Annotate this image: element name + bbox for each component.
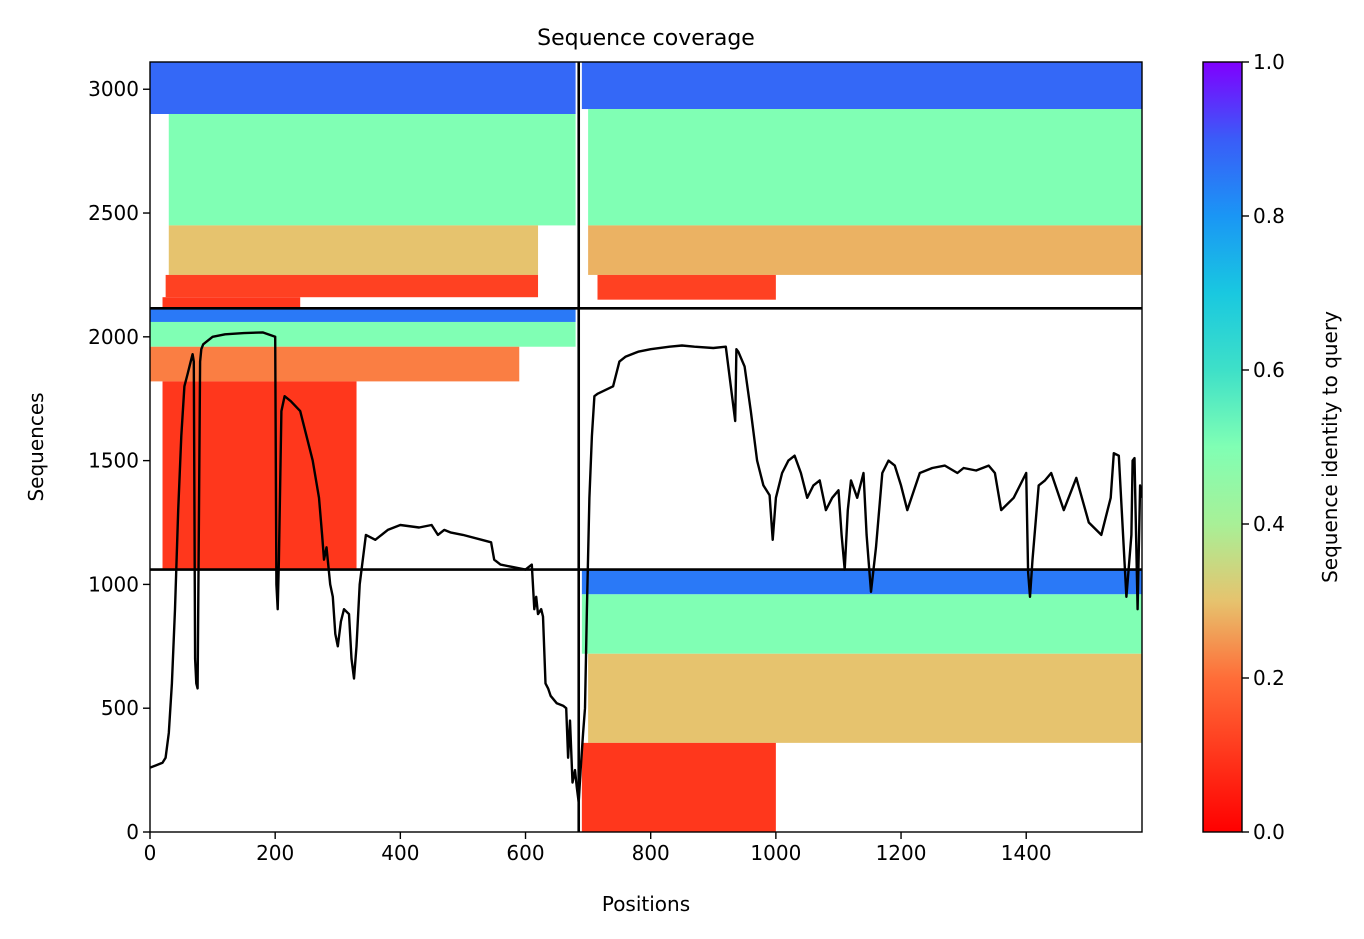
colorbar-tick-label: 0.6 xyxy=(1253,358,1285,382)
coverage-block xyxy=(168,225,539,275)
coverage-block xyxy=(165,274,539,298)
y-tick-label: 1500 xyxy=(88,449,139,473)
coverage-block xyxy=(588,225,1142,275)
coverage-block xyxy=(162,297,301,308)
coverage-block xyxy=(588,109,1142,226)
coverage-blocks xyxy=(150,62,1142,832)
coverage-block xyxy=(150,346,520,382)
colorbar-tick-label: 0.0 xyxy=(1253,820,1285,844)
y-tick-label: 2500 xyxy=(88,201,139,225)
x-tick-label: 1000 xyxy=(750,841,801,865)
coverage-block xyxy=(168,113,576,226)
x-tick-label: 600 xyxy=(506,841,544,865)
colorbar: 0.0 0.2 0.4 0.6 0.8 1.0 Sequence identity to … xyxy=(1202,50,1342,844)
x-tick-label: 1400 xyxy=(1001,841,1052,865)
colorbar-tick-label: 0.4 xyxy=(1253,512,1285,536)
colorbar-gradient xyxy=(1202,61,1243,833)
y-tick-label: 1000 xyxy=(88,572,139,596)
coverage-block xyxy=(162,381,357,570)
y-axis-ticks: 0 500 1000 1500 2000 2500 3000 xyxy=(88,77,150,844)
coverage-block xyxy=(581,742,776,832)
x-axis-label: Positions xyxy=(602,892,690,916)
x-tick-label: 400 xyxy=(381,841,419,865)
x-axis-ticks: 0 200 400 600 800 1000 1200 1400 xyxy=(144,832,1052,865)
x-tick-label: 200 xyxy=(256,841,294,865)
colorbar-tick-label: 0.8 xyxy=(1253,204,1285,228)
colorbar-label: Sequence identity to query xyxy=(1318,311,1342,583)
x-tick-label: 1200 xyxy=(876,841,927,865)
coverage-block xyxy=(581,62,1142,110)
y-tick-label: 500 xyxy=(101,696,139,720)
coverage-block xyxy=(581,569,1142,595)
coverage-block xyxy=(588,653,1142,743)
chart-title: Sequence coverage xyxy=(537,26,755,51)
coverage-block xyxy=(150,321,576,347)
coverage-block xyxy=(150,308,576,322)
y-tick-label: 3000 xyxy=(88,77,139,101)
plot-frame xyxy=(149,61,1143,833)
coverage-block xyxy=(597,274,776,300)
colorbar-tick-label: 0.2 xyxy=(1253,666,1285,690)
coverage-block xyxy=(150,62,576,114)
plot-area xyxy=(149,61,1143,833)
colorbar-ticks: 0.0 0.2 0.4 0.6 0.8 1.0 xyxy=(1242,50,1285,844)
y-tick-label: 2000 xyxy=(88,325,139,349)
coverage-block xyxy=(581,594,1142,654)
chain-boundaries xyxy=(150,62,1142,832)
x-tick-label: 800 xyxy=(632,841,670,865)
x-tick-label: 0 xyxy=(144,841,157,865)
y-axis-label: Sequences xyxy=(24,392,48,501)
colorbar-tick-label: 1.0 xyxy=(1253,50,1285,74)
y-tick-label: 0 xyxy=(126,820,139,844)
